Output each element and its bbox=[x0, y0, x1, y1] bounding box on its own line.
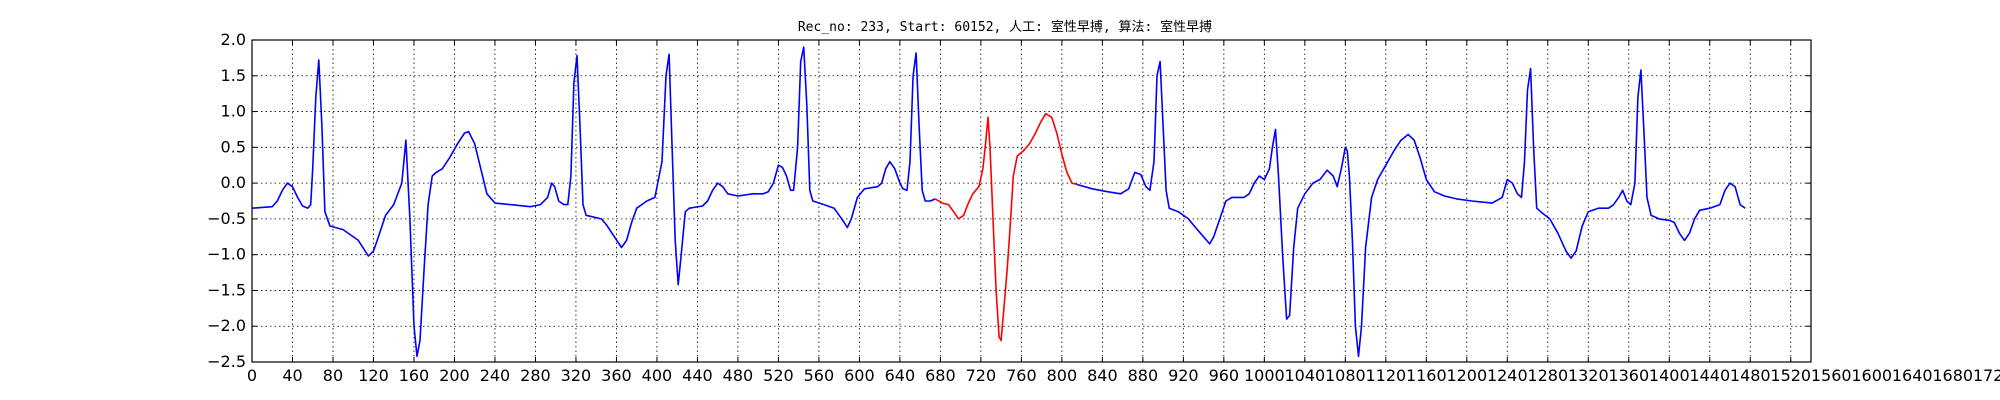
x-tick-label: 600 bbox=[844, 366, 875, 385]
x-tick-label: 480 bbox=[723, 366, 754, 385]
y-tick-label: −2.0 bbox=[207, 316, 246, 335]
y-tick-label: −0.5 bbox=[207, 209, 246, 228]
x-tick-label: 240 bbox=[480, 366, 511, 385]
x-axis: 0 40 80 120 160 200 240 280 320 360 400 440 480 520 56… bbox=[247, 40, 2000, 385]
x-tick-label: 1720 bbox=[1973, 366, 2000, 385]
y-tick-label: 2.0 bbox=[221, 30, 246, 49]
x-tick-label: 1480 bbox=[1730, 366, 1771, 385]
series-line-2 bbox=[934, 112, 1078, 342]
x-tick-label: 680 bbox=[925, 366, 956, 385]
x-tick-label: 1680 bbox=[1932, 366, 1973, 385]
x-tick-label: 640 bbox=[885, 366, 916, 385]
x-tick-label: 1320 bbox=[1568, 366, 1609, 385]
x-tick-label: 1280 bbox=[1527, 366, 1568, 385]
series-line-1 bbox=[251, 46, 936, 358]
grid bbox=[252, 40, 1811, 362]
x-tick-label: 1200 bbox=[1446, 366, 1487, 385]
y-tick-label: 0.5 bbox=[221, 137, 246, 156]
x-tick-label: 880 bbox=[1128, 366, 1159, 385]
x-tick-label: 1160 bbox=[1406, 366, 1447, 385]
x-tick-label: 520 bbox=[763, 366, 794, 385]
x-tick-label: 1040 bbox=[1284, 366, 1325, 385]
x-tick-label: 1440 bbox=[1689, 366, 1730, 385]
x-tick-label: 1520 bbox=[1770, 366, 1811, 385]
x-tick-label: 1000 bbox=[1244, 366, 1285, 385]
x-tick-label: 1360 bbox=[1608, 366, 1649, 385]
y-tick-label: −2.5 bbox=[207, 352, 246, 371]
x-tick-label: 160 bbox=[399, 366, 430, 385]
y-tick-label: 1.0 bbox=[221, 102, 246, 121]
x-tick-label: 320 bbox=[561, 366, 592, 385]
x-tick-label: 40 bbox=[282, 366, 302, 385]
x-tick-label: 760 bbox=[1006, 366, 1037, 385]
x-tick-label: 360 bbox=[601, 366, 632, 385]
y-tick-label: −1.0 bbox=[207, 245, 246, 264]
y-tick-label: 0.0 bbox=[221, 173, 246, 192]
x-tick-label: 120 bbox=[358, 366, 389, 385]
chart-title: Rec_no: 233, Start: 60152, 人工: 室性早搏, 算法:… bbox=[798, 19, 1212, 35]
x-tick-label: 1120 bbox=[1365, 366, 1406, 385]
x-tick-label: 200 bbox=[439, 366, 470, 385]
x-tick-label: 280 bbox=[520, 366, 551, 385]
x-tick-label: 560 bbox=[804, 366, 835, 385]
y-tick-label: −1.5 bbox=[207, 280, 246, 299]
x-tick-label: 720 bbox=[966, 366, 997, 385]
x-tick-label: 80 bbox=[323, 366, 343, 385]
x-tick-label: 1400 bbox=[1649, 366, 1690, 385]
x-tick-label: 1560 bbox=[1811, 366, 1852, 385]
plot-frame bbox=[251, 39, 1812, 363]
x-tick-label: 800 bbox=[1047, 366, 1078, 385]
x-tick-label: 1600 bbox=[1851, 366, 1892, 385]
series-group bbox=[251, 46, 1746, 358]
y-tick-label: 1.5 bbox=[221, 66, 246, 85]
x-tick-label: 440 bbox=[682, 366, 713, 385]
x-tick-label: 0 bbox=[247, 366, 257, 385]
x-tick-label: 840 bbox=[1087, 366, 1118, 385]
series-line-3 bbox=[1076, 60, 1746, 358]
y-axis: 2.0 1.5 1.0 0.5 0.0 −0.5 −1.0 −1.5 −2.0 −2.5 bbox=[207, 30, 1811, 371]
x-tick-label: 1240 bbox=[1487, 366, 1528, 385]
x-tick-label: 400 bbox=[642, 366, 673, 385]
x-tick-label: 960 bbox=[1209, 366, 1240, 385]
x-tick-label: 1080 bbox=[1325, 366, 1366, 385]
x-tick-label: 1640 bbox=[1892, 366, 1933, 385]
x-tick-label: 920 bbox=[1168, 366, 1199, 385]
